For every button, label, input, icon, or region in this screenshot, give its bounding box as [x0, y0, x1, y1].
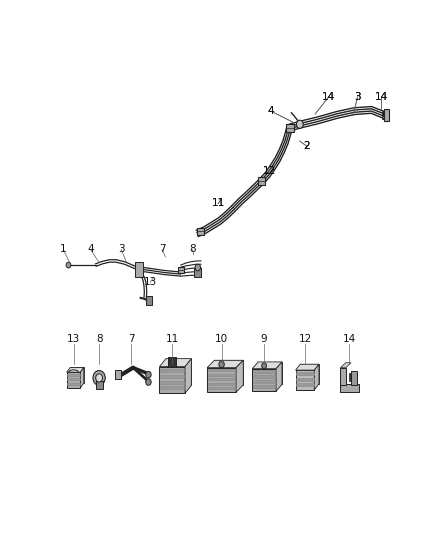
Polygon shape [340, 368, 345, 385]
Polygon shape [251, 369, 276, 391]
Polygon shape [350, 371, 356, 385]
Circle shape [145, 379, 151, 385]
Bar [207, 383, 235, 385]
Bar [296, 372, 313, 375]
Circle shape [261, 363, 266, 369]
Bar [160, 386, 184, 390]
Bar [160, 369, 184, 372]
Polygon shape [314, 364, 318, 390]
Polygon shape [184, 359, 191, 393]
Bar [67, 378, 80, 381]
Text: 14: 14 [374, 92, 387, 102]
Text: 4: 4 [267, 106, 274, 116]
Bar [160, 381, 184, 384]
Text: 4: 4 [87, 245, 94, 254]
Text: 2: 2 [303, 141, 309, 151]
Bar [252, 370, 275, 373]
Text: 10: 10 [215, 334, 228, 344]
Text: 8: 8 [95, 334, 102, 344]
Text: 14: 14 [321, 92, 335, 102]
Polygon shape [70, 367, 84, 383]
Polygon shape [276, 362, 281, 391]
Circle shape [145, 372, 151, 378]
Bar [207, 387, 235, 390]
Text: 14: 14 [321, 92, 335, 102]
Bar [252, 375, 275, 378]
FancyBboxPatch shape [258, 177, 265, 184]
Text: 13: 13 [143, 277, 156, 287]
Text: 3: 3 [353, 92, 360, 102]
Bar [207, 378, 235, 381]
Text: 9: 9 [260, 334, 267, 344]
Text: 11: 11 [211, 198, 224, 208]
Polygon shape [67, 367, 84, 372]
Text: 1: 1 [60, 245, 67, 254]
Bar [67, 383, 80, 385]
Bar [383, 109, 388, 122]
Bar [296, 383, 313, 386]
Text: 11: 11 [165, 334, 178, 344]
Text: 7: 7 [159, 245, 165, 254]
Text: 13: 13 [67, 334, 80, 344]
Bar [207, 374, 235, 376]
Polygon shape [340, 363, 350, 368]
Polygon shape [236, 360, 243, 392]
Polygon shape [207, 360, 243, 368]
FancyBboxPatch shape [285, 124, 293, 132]
Polygon shape [207, 368, 236, 392]
Circle shape [194, 264, 200, 271]
Bar [95, 381, 102, 389]
Text: 12: 12 [262, 166, 275, 176]
Polygon shape [80, 367, 84, 388]
FancyBboxPatch shape [197, 228, 203, 235]
Polygon shape [258, 362, 281, 384]
Text: 14: 14 [342, 334, 355, 344]
Polygon shape [159, 367, 184, 393]
Bar [207, 369, 235, 372]
Bar [194, 268, 201, 277]
Text: 11: 11 [211, 198, 224, 208]
Bar [135, 262, 143, 277]
FancyBboxPatch shape [177, 268, 184, 273]
Polygon shape [251, 362, 281, 369]
Bar [348, 374, 350, 381]
Polygon shape [67, 372, 80, 388]
Bar [146, 296, 152, 305]
Bar [296, 378, 313, 381]
Text: 12: 12 [298, 334, 311, 344]
Circle shape [219, 361, 224, 368]
Text: 7: 7 [128, 334, 134, 344]
Text: 12: 12 [262, 166, 275, 176]
Polygon shape [295, 364, 318, 370]
Text: 3: 3 [353, 92, 360, 102]
Circle shape [93, 370, 105, 385]
Bar [160, 375, 184, 377]
Polygon shape [339, 384, 358, 392]
Circle shape [296, 120, 303, 128]
Polygon shape [159, 359, 191, 367]
Bar [252, 385, 275, 388]
Polygon shape [214, 360, 243, 385]
Bar [252, 381, 275, 383]
Circle shape [95, 374, 102, 382]
Circle shape [66, 262, 71, 268]
Bar [168, 357, 176, 367]
Bar [115, 370, 121, 379]
Text: 14: 14 [374, 92, 387, 102]
Text: 3: 3 [118, 245, 124, 254]
Polygon shape [166, 359, 191, 385]
Text: 2: 2 [303, 141, 309, 151]
Text: 4: 4 [267, 106, 274, 116]
Bar [67, 374, 80, 376]
Text: 8: 8 [189, 245, 195, 254]
Polygon shape [300, 364, 318, 384]
Polygon shape [295, 370, 314, 390]
